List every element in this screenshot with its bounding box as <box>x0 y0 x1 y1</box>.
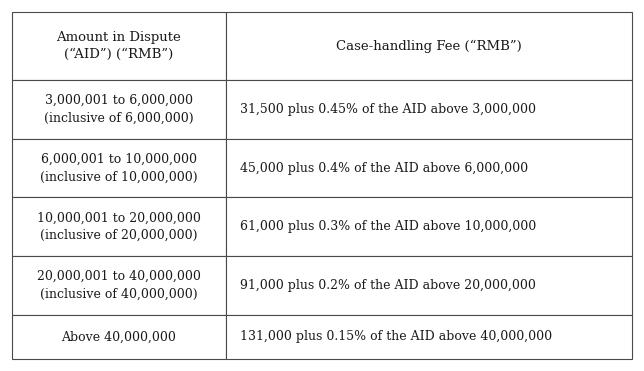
Text: 31,500 plus 0.45% of the AID above 3,000,000: 31,500 plus 0.45% of the AID above 3,000… <box>240 103 536 116</box>
Bar <box>12 315 226 359</box>
Bar <box>226 315 632 359</box>
Text: Amount in Dispute
(“AID”) (“RMB”): Amount in Dispute (“AID”) (“RMB”) <box>57 31 182 61</box>
Text: 20,000,001 to 40,000,000
(inclusive of 40,000,000): 20,000,001 to 40,000,000 (inclusive of 4… <box>37 270 201 301</box>
Text: 3,000,001 to 6,000,000
(inclusive of 6,000,000): 3,000,001 to 6,000,000 (inclusive of 6,0… <box>44 94 194 125</box>
Bar <box>12 139 226 197</box>
Bar <box>12 80 226 139</box>
Bar <box>226 12 632 80</box>
Text: Above 40,000,000: Above 40,000,000 <box>62 330 176 344</box>
Text: 10,000,001 to 20,000,000
(inclusive of 20,000,000): 10,000,001 to 20,000,000 (inclusive of 2… <box>37 211 201 242</box>
Bar <box>12 256 226 315</box>
Text: 6,000,001 to 10,000,000
(inclusive of 10,000,000): 6,000,001 to 10,000,000 (inclusive of 10… <box>40 153 198 183</box>
Bar <box>226 139 632 197</box>
Text: 45,000 plus 0.4% of the AID above 6,000,000: 45,000 plus 0.4% of the AID above 6,000,… <box>240 161 528 174</box>
Bar <box>12 197 226 256</box>
Bar <box>226 256 632 315</box>
Bar <box>226 197 632 256</box>
Bar <box>12 12 226 80</box>
Text: 131,000 plus 0.15% of the AID above 40,000,000: 131,000 plus 0.15% of the AID above 40,0… <box>240 330 552 344</box>
Text: 91,000 plus 0.2% of the AID above 20,000,000: 91,000 plus 0.2% of the AID above 20,000… <box>240 279 536 292</box>
Bar <box>226 80 632 139</box>
Text: Case-handling Fee (“RMB”): Case-handling Fee (“RMB”) <box>336 39 522 53</box>
Text: 61,000 plus 0.3% of the AID above 10,000,000: 61,000 plus 0.3% of the AID above 10,000… <box>240 220 536 233</box>
